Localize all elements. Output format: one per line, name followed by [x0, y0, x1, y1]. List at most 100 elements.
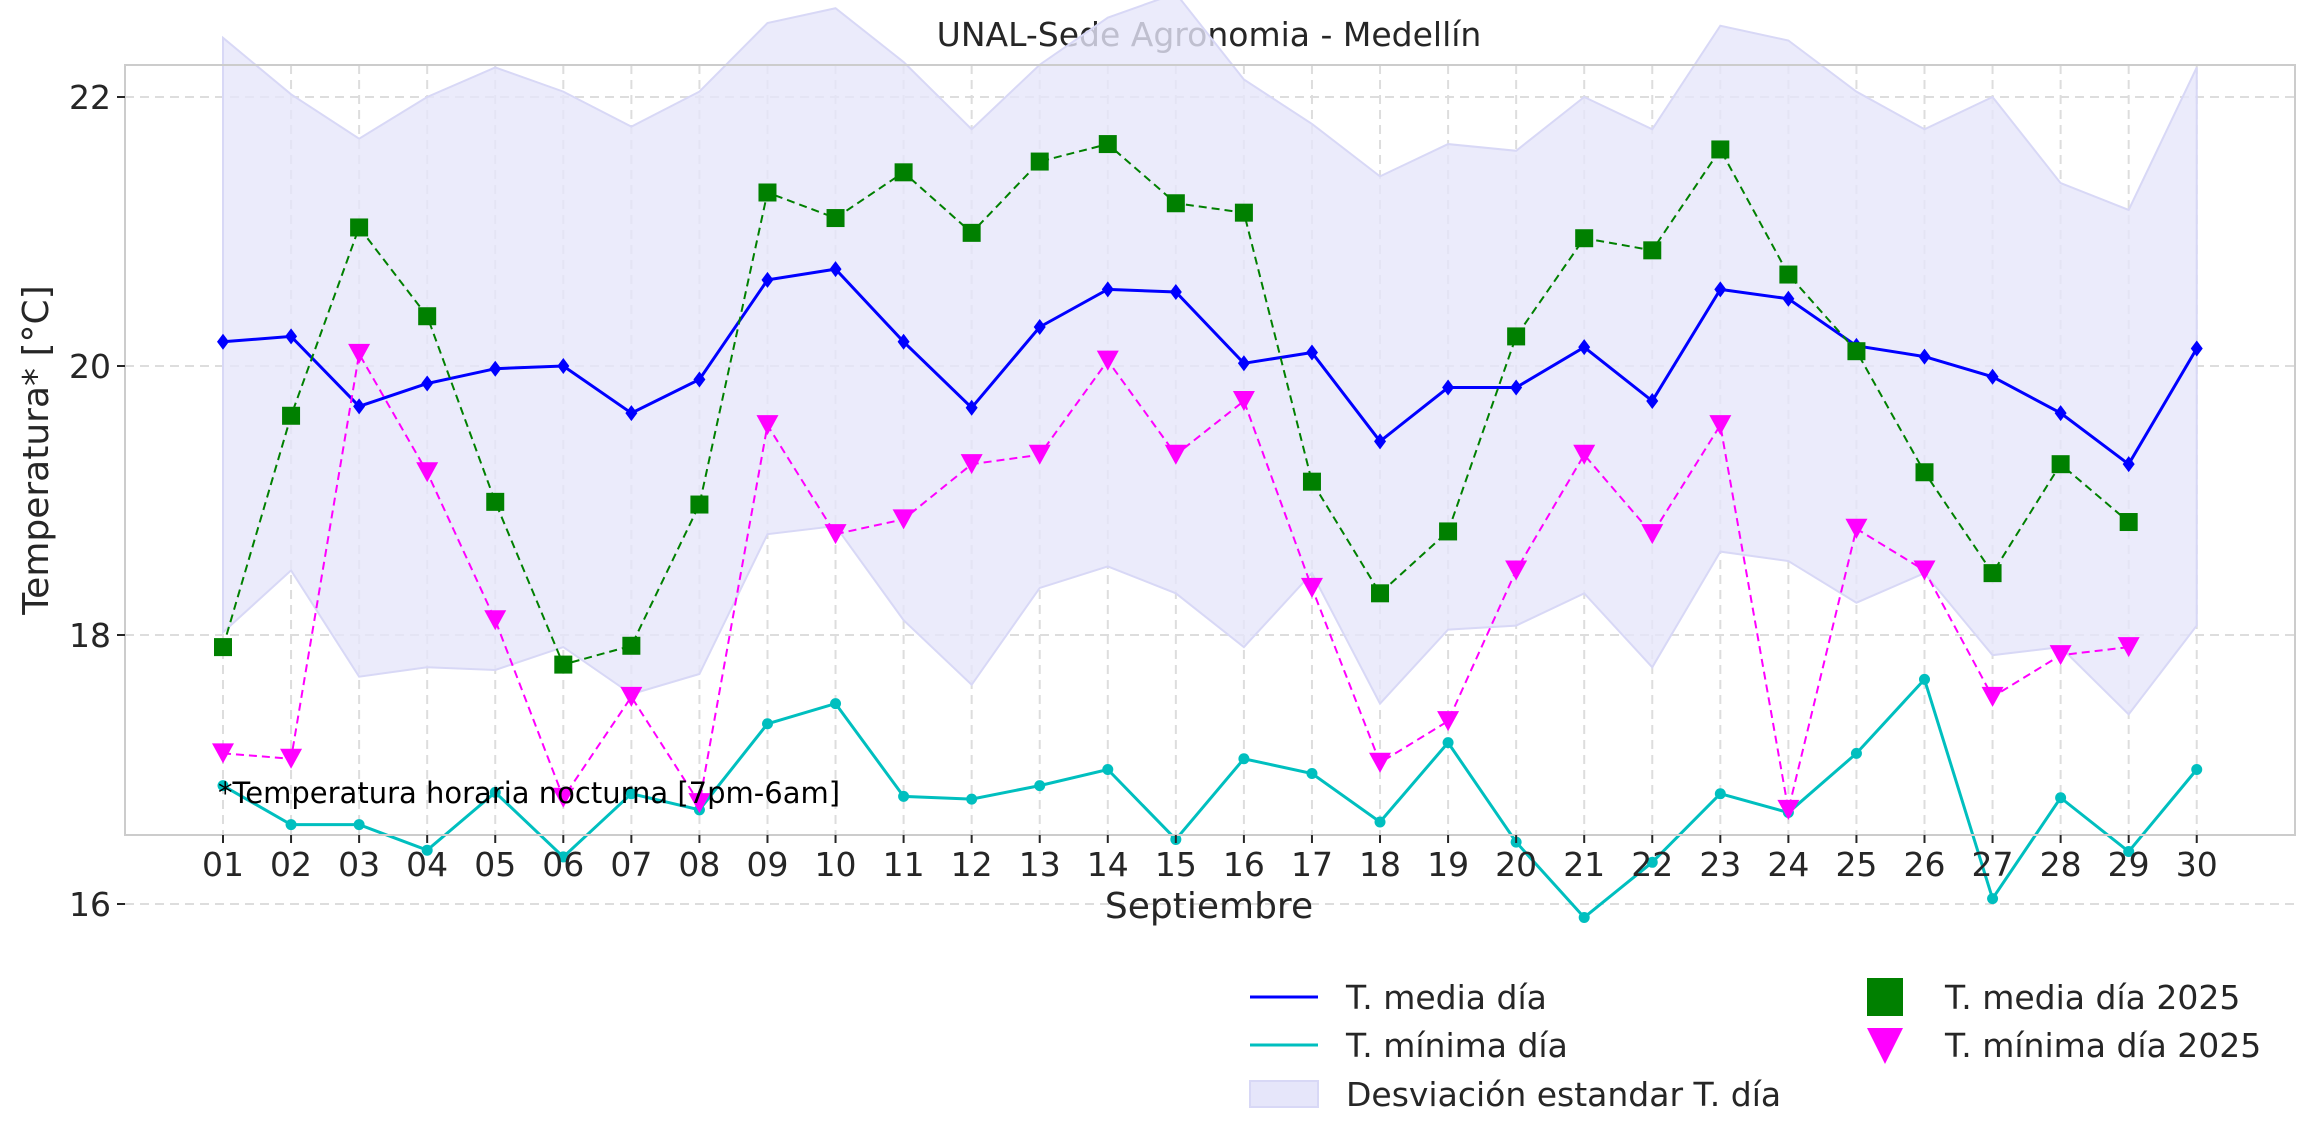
data-point — [1369, 752, 1392, 773]
legend-item: T. mínima día 2025 — [1867, 1026, 2261, 1065]
x-tick-label: 23 — [1699, 845, 1741, 884]
data-point — [1643, 241, 1662, 260]
x-tick-label: 27 — [1972, 845, 2014, 884]
data-point — [2054, 405, 2067, 422]
data-point — [1442, 737, 1454, 749]
legend-patch-icon — [1249, 1080, 1319, 1108]
legend-label: T. mínima día — [1345, 1026, 1568, 1065]
data-point — [2122, 456, 2135, 473]
y-tick-label: 22 — [69, 78, 111, 117]
x-tick-label: 16 — [1223, 845, 1265, 884]
legend-label: T. mínima día 2025 — [1944, 1026, 2261, 1065]
series-layer — [212, 135, 2203, 923]
series-line — [222, 676, 2198, 920]
legend-item: T. mínima día — [1250, 1026, 1568, 1065]
data-point — [217, 333, 229, 350]
data-point — [965, 399, 978, 416]
data-point — [1374, 816, 1386, 828]
data-point — [1850, 747, 1862, 759]
x-tick-label: 29 — [2108, 845, 2150, 884]
x-tick-label: 06 — [542, 845, 584, 884]
data-point — [1300, 577, 1323, 598]
data-point — [1714, 281, 1727, 298]
data-point — [756, 415, 779, 436]
x-tick-label: 08 — [678, 845, 720, 884]
data-point — [2119, 513, 2138, 532]
data-point — [620, 686, 643, 707]
legend-item: Desviación estandar T. día — [1249, 1075, 1781, 1114]
data-point — [353, 819, 365, 831]
data-point — [1711, 140, 1730, 159]
data-point — [489, 360, 502, 377]
data-point — [2190, 340, 2203, 357]
y-tick-label: 18 — [69, 616, 111, 655]
x-tick-label: 09 — [746, 845, 788, 884]
data-point — [486, 492, 505, 511]
data-point — [1578, 339, 1591, 356]
x-axis: 01 02 03 04 05 06 07 08 09 10 11 12 13 14 15 16 17 18 19 20… — [202, 835, 2218, 884]
data-point — [1918, 348, 1931, 365]
data-point — [2049, 645, 2072, 666]
data-point — [830, 698, 842, 710]
data-point — [1098, 135, 1117, 154]
data-point — [285, 819, 297, 831]
data-point — [962, 223, 981, 242]
data-point — [1033, 318, 1046, 335]
legend-square-icon — [1867, 978, 1903, 1016]
data-point — [1439, 522, 1458, 541]
data-point — [348, 343, 371, 364]
data-point — [1096, 350, 1119, 371]
data-point — [1371, 584, 1390, 603]
data-point — [1302, 472, 1321, 491]
data-point — [1709, 415, 1732, 436]
x-tick-label: 10 — [815, 845, 857, 884]
data-point — [1777, 799, 1800, 820]
series-line — [222, 267, 2199, 467]
data-point — [1573, 444, 1596, 465]
data-point — [690, 495, 709, 514]
series-t-media-d-a-2025 — [214, 135, 2138, 674]
plot-frame — [124, 64, 2296, 836]
data-point — [761, 271, 774, 288]
data-point — [826, 209, 845, 228]
legend-item: T. media día 2025 — [1867, 978, 2240, 1017]
data-point — [625, 788, 637, 800]
data-point — [1646, 856, 1658, 868]
data-point — [1646, 392, 1659, 409]
data-point — [217, 780, 229, 792]
data-point — [1575, 229, 1594, 248]
x-tick-label: 24 — [1767, 845, 1809, 884]
x-tick-label: 20 — [1495, 845, 1537, 884]
data-point — [1919, 673, 1930, 685]
data-point — [898, 790, 910, 802]
data-point — [824, 524, 847, 545]
x-tick-label: 17 — [1291, 845, 1333, 884]
x-axis-label: Septiembre — [1105, 886, 1313, 927]
x-tick-label: 01 — [202, 845, 244, 884]
data-point — [2191, 764, 2203, 775]
data-point — [966, 793, 978, 805]
data-point — [1101, 281, 1114, 298]
x-tick-label: 04 — [406, 845, 448, 884]
data-point — [2051, 455, 2070, 474]
data-point — [1641, 524, 1664, 545]
y-tick-label: 20 — [69, 347, 111, 386]
data-point — [1169, 284, 1182, 301]
data-point — [1507, 327, 1526, 346]
legend-triangle-icon — [1867, 1028, 1903, 1064]
data-point — [489, 786, 501, 798]
x-tick-label: 30 — [2176, 845, 2218, 884]
x-tick-label: 21 — [1563, 845, 1605, 884]
data-point — [212, 743, 234, 764]
data-point — [1505, 560, 1528, 581]
data-point — [892, 509, 915, 530]
x-tick-label: 18 — [1359, 845, 1401, 884]
data-point — [350, 218, 369, 237]
x-tick-label: 11 — [883, 845, 925, 884]
data-point — [2123, 846, 2135, 858]
chart-annotation: *Temperatura horaria nocturna [7pm-6am] — [218, 776, 840, 810]
data-point — [285, 328, 298, 345]
legend-item: T. media día — [1250, 978, 1547, 1017]
data-point — [282, 406, 301, 425]
